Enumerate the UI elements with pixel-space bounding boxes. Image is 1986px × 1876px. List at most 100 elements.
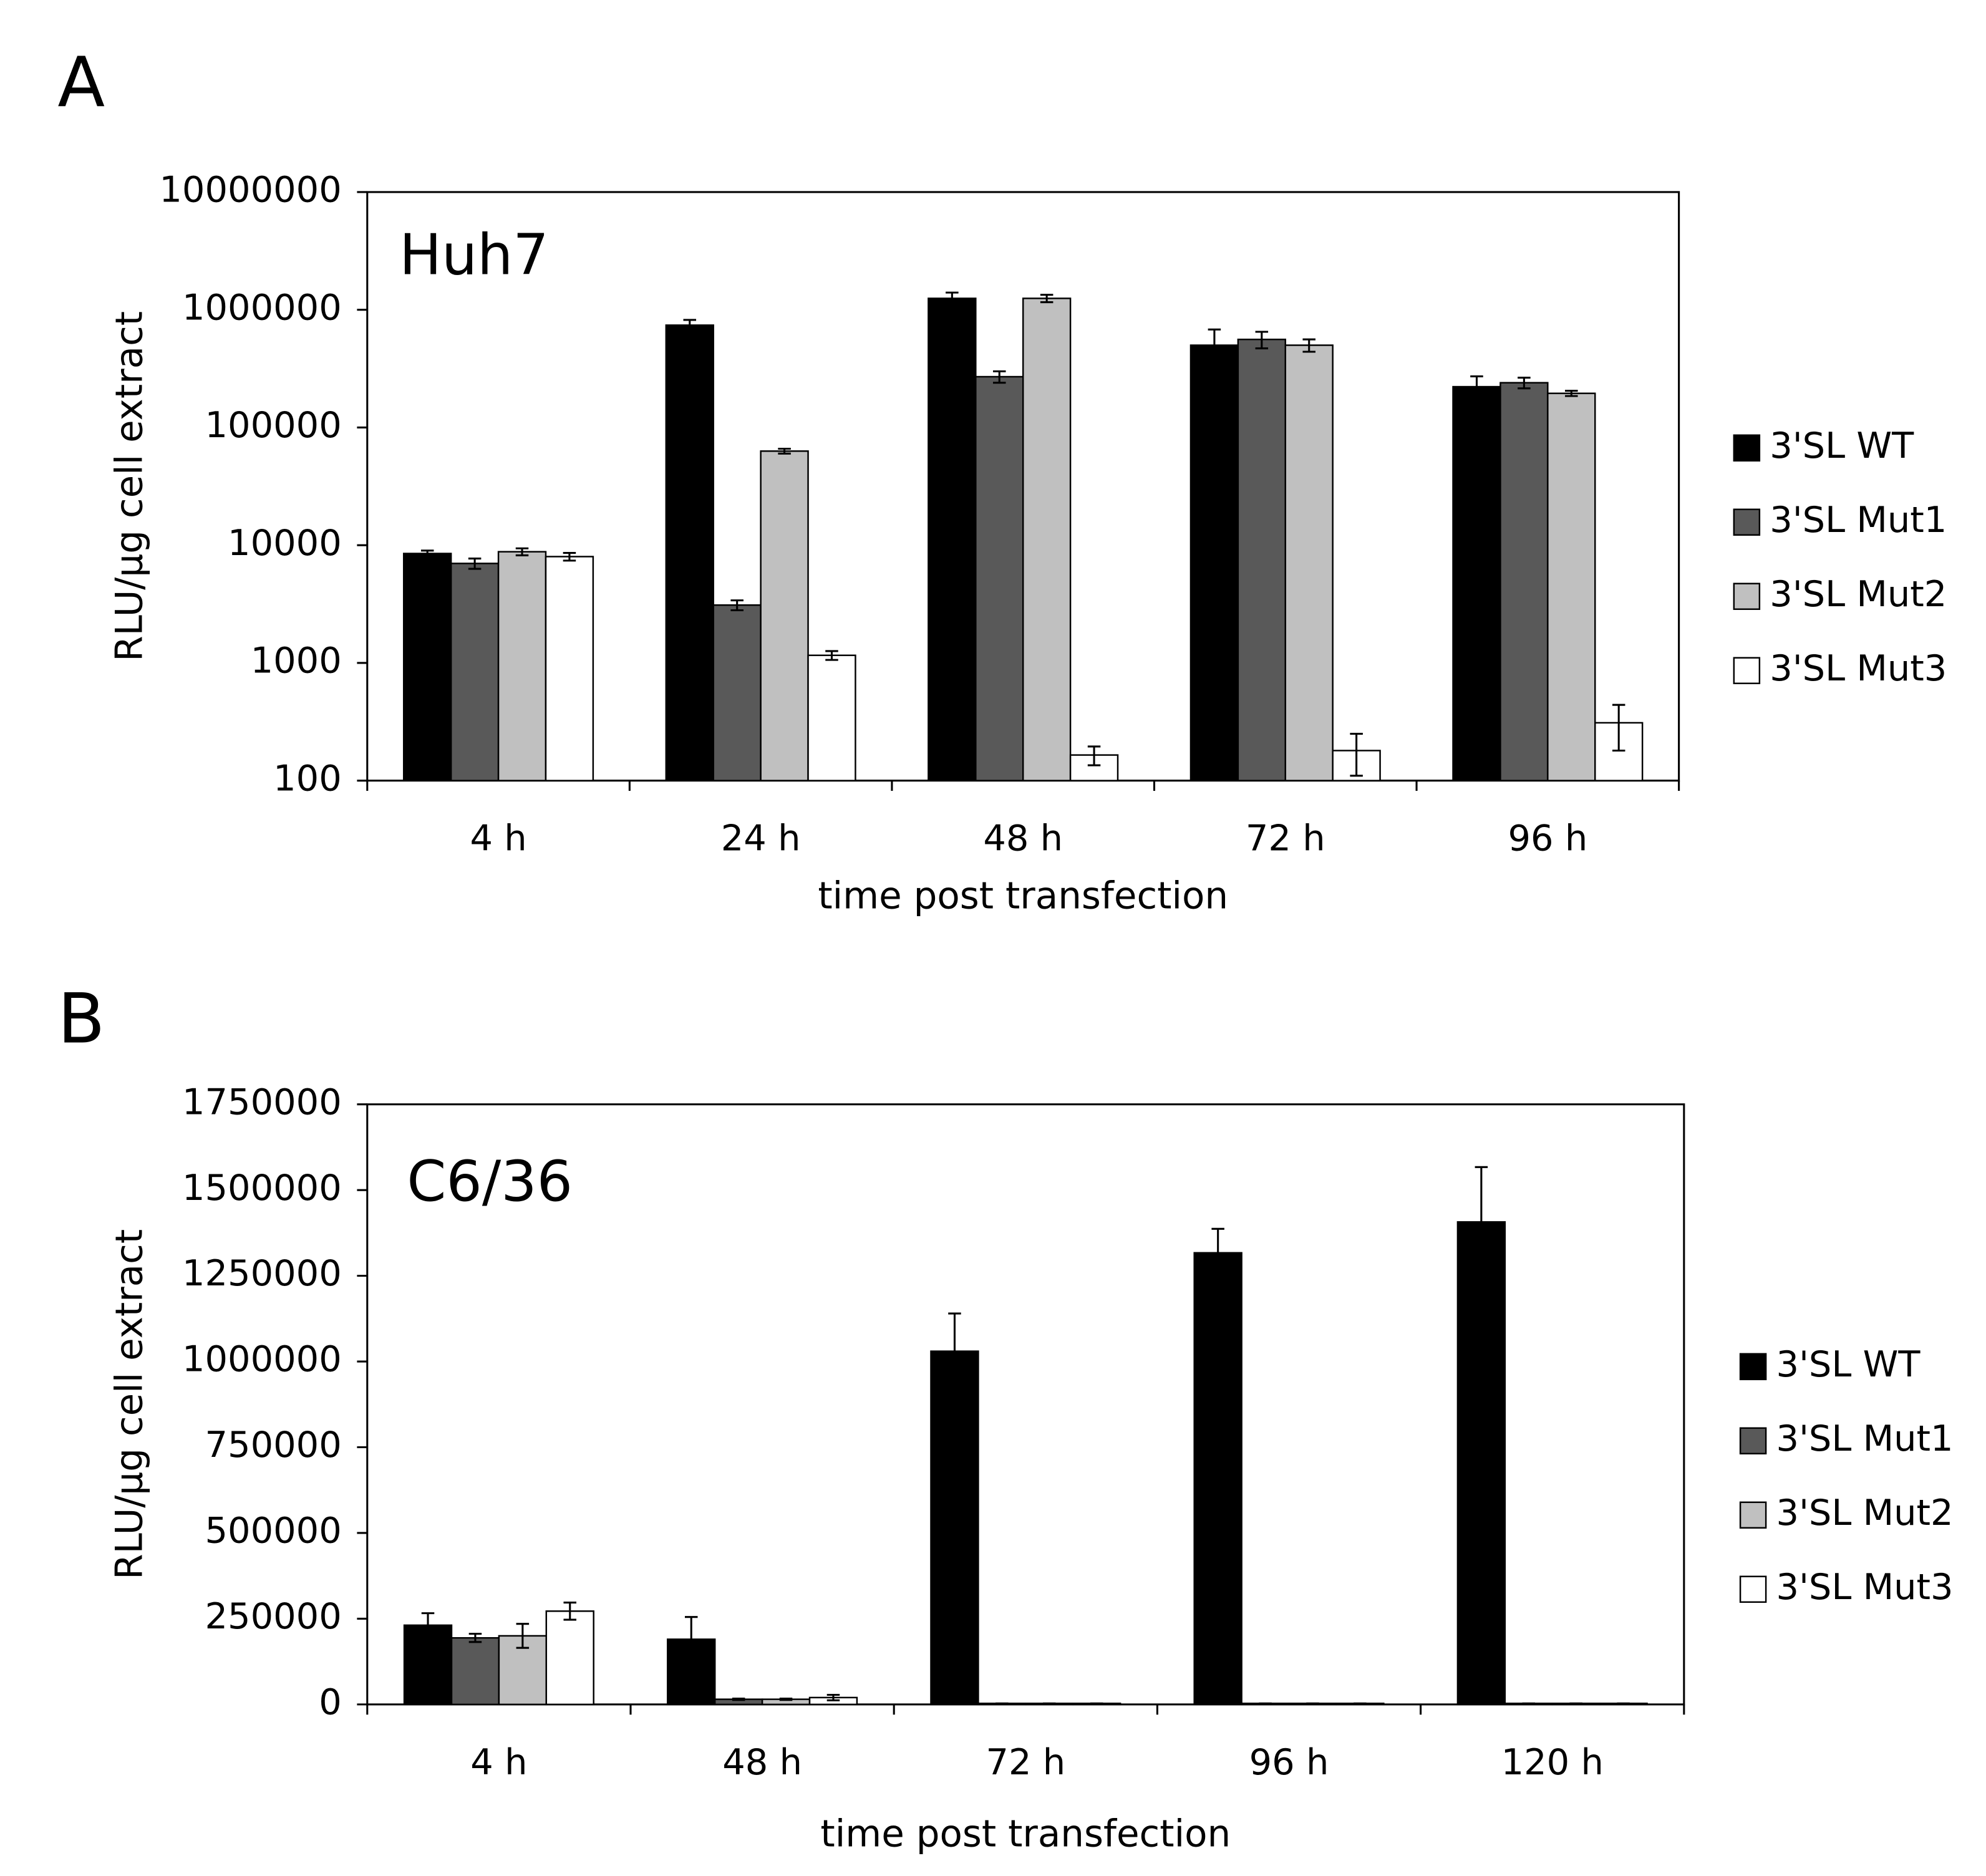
error-bar (563, 551, 576, 562)
y-axis-title: RLU/µg cell extract (108, 311, 151, 662)
error-bar (515, 547, 529, 556)
panel-label: A (57, 42, 105, 123)
x-tick-label: 96 h (1508, 818, 1587, 859)
error-bar (1087, 745, 1101, 766)
legend-swatch (1739, 1353, 1767, 1381)
error-bar (420, 549, 434, 558)
y-tick-label: 10000000 (159, 169, 341, 211)
legend-swatch (1739, 1427, 1767, 1455)
error-bar (946, 291, 959, 306)
error-bar (563, 1602, 577, 1621)
x-tick-label: 4 h (470, 818, 526, 859)
legend-swatch (1733, 508, 1761, 536)
bar (975, 375, 1024, 781)
bar (1284, 344, 1334, 781)
bar (1022, 297, 1072, 781)
legend-label: 3'SL Mut2 (1776, 1492, 1954, 1534)
error-bar (1475, 1166, 1488, 1278)
bar (1456, 1221, 1506, 1706)
x-tick-label: 96 h (1249, 1741, 1329, 1783)
bar (403, 553, 452, 781)
bar (807, 654, 856, 781)
error-bar (778, 447, 791, 455)
x-axis-title: time post transfection (820, 1812, 1231, 1855)
legend-label: 3'SL WT (1776, 1343, 1921, 1385)
error-bar (1302, 338, 1315, 353)
x-tick-label: 72 h (1246, 818, 1325, 859)
y-tick-label: 1750000 (182, 1081, 342, 1123)
error-bar (1565, 390, 1578, 397)
legend-label: 3'SL Mut1 (1770, 499, 1947, 541)
legend-swatch (1739, 1501, 1767, 1529)
legend-label: 3'SL Mut1 (1776, 1418, 1954, 1459)
bar (1499, 382, 1549, 781)
legend-swatch (1733, 434, 1761, 462)
error-bar (684, 1616, 698, 1663)
panel-label: B (57, 979, 105, 1060)
error-bar (732, 1697, 745, 1701)
error-bar (468, 558, 482, 570)
bar (450, 563, 500, 781)
bar (1193, 1252, 1242, 1706)
error-bar (1211, 1227, 1224, 1278)
legend-label: 3'SL Mut2 (1770, 573, 1947, 615)
error-bar (825, 650, 838, 661)
bar (1452, 385, 1501, 781)
legend-label: 3'SL Mut3 (1776, 1566, 1954, 1608)
x-tick-label: 4 h (470, 1741, 527, 1783)
bar (665, 324, 714, 781)
x-tick-label: 72 h (986, 1741, 1065, 1783)
y-tick-label: 1250000 (182, 1252, 342, 1294)
x-tick-label: 120 h (1501, 1741, 1604, 1783)
bar (403, 1624, 453, 1706)
y-tick-label: 0 (319, 1681, 342, 1723)
error-bar (516, 1623, 530, 1649)
bar (1547, 392, 1596, 781)
annotation: C6/36 (407, 1149, 573, 1214)
bar (545, 1610, 594, 1706)
error-bar (1255, 331, 1269, 350)
bar (760, 450, 809, 781)
error-bar (683, 319, 697, 332)
error-bar (1612, 704, 1625, 752)
y-tick-label: 250000 (205, 1595, 341, 1637)
y-tick-label: 100000 (205, 404, 341, 446)
x-tick-label: 24 h (721, 818, 801, 859)
y-tick-label: 10000 (228, 522, 342, 564)
y-tick-label: 1000 (251, 640, 342, 682)
annotation: Huh7 (399, 223, 549, 288)
error-bar (1518, 377, 1531, 390)
bar (928, 297, 977, 781)
error-bar (1208, 328, 1221, 369)
y-tick-label: 500000 (205, 1510, 341, 1552)
x-tick-label: 48 h (983, 818, 1063, 859)
bar (545, 556, 594, 781)
bar (497, 551, 547, 781)
x-tick-label: 48 h (722, 1741, 802, 1783)
bar (930, 1350, 979, 1706)
x-axis-title: time post transfection (818, 875, 1228, 918)
y-tick-label: 100 (273, 757, 342, 799)
error-bar (730, 599, 744, 612)
error-bar (826, 1693, 840, 1701)
error-bar (1470, 375, 1483, 401)
error-bar (992, 370, 1006, 384)
legend-swatch (1733, 583, 1761, 610)
error-bar (1350, 733, 1363, 777)
error-bar (948, 1312, 961, 1390)
error-bar (421, 1612, 435, 1638)
y-tick-label: 1000000 (182, 286, 342, 328)
bar (1189, 344, 1239, 781)
y-tick-label: 1500000 (182, 1167, 342, 1209)
y-axis-title: RLU/µg cell extract (108, 1229, 151, 1580)
legend-swatch (1733, 657, 1761, 684)
legend-label: 3'SL WT (1770, 425, 1914, 467)
legend-label: 3'SL Mut3 (1770, 647, 1947, 689)
error-bar (1040, 294, 1054, 304)
legend-swatch (1739, 1575, 1767, 1603)
error-bar (468, 1633, 482, 1643)
y-tick-label: 1000000 (182, 1338, 342, 1380)
bar (1237, 338, 1287, 781)
